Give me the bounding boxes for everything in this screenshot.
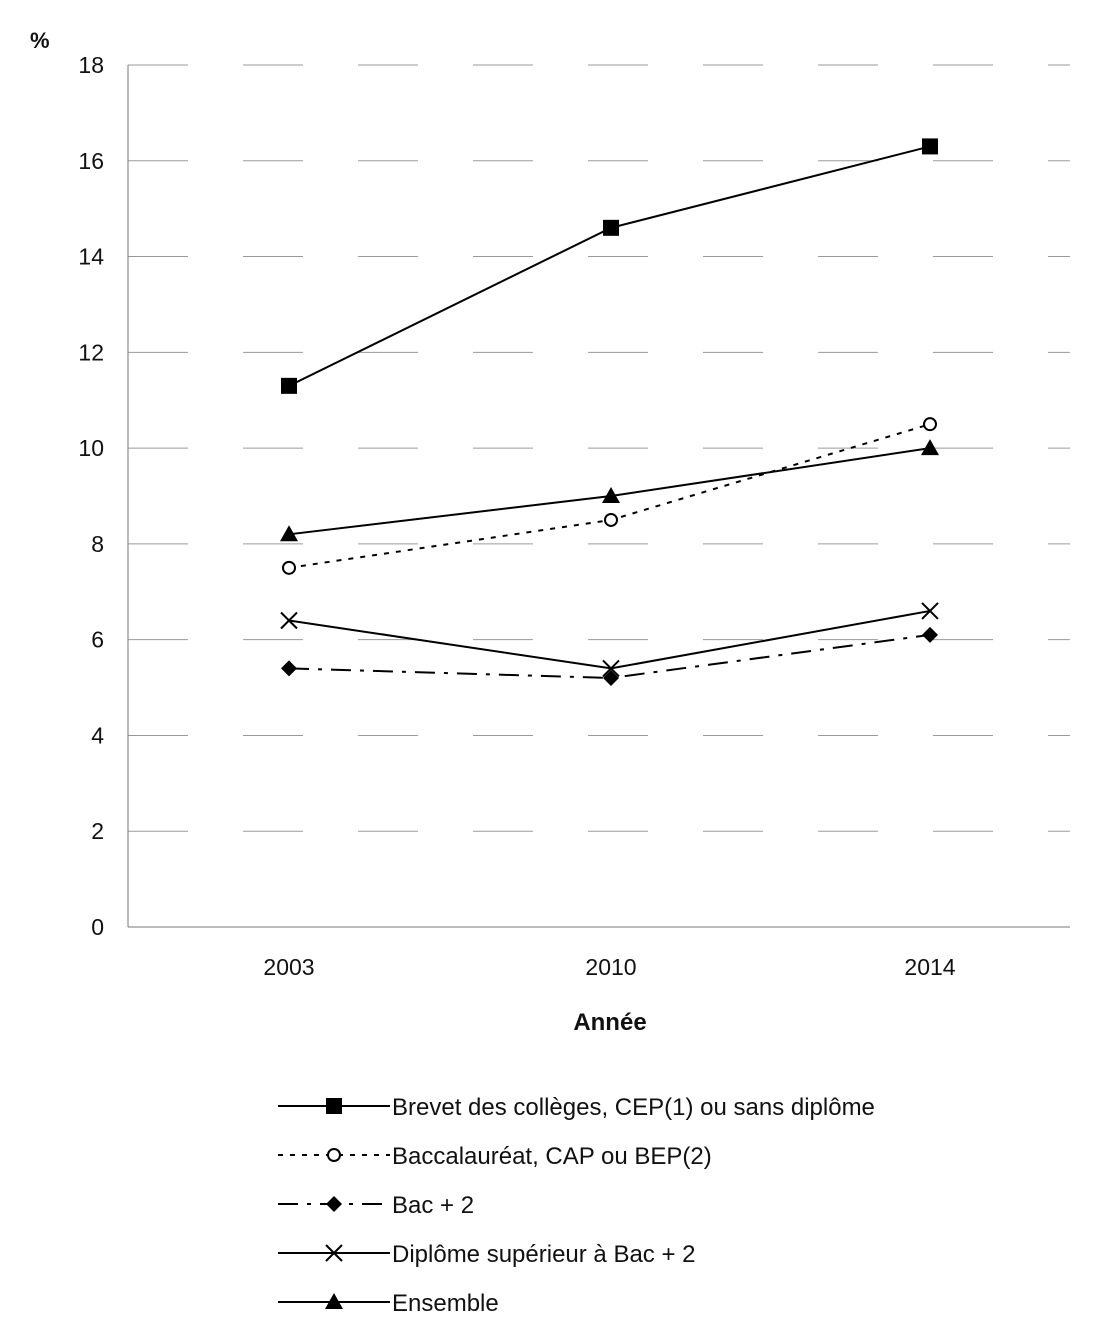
legend-swatch-marker — [327, 1148, 341, 1162]
legend-label: Brevet des collèges, CEP(1) ou sans dipl… — [392, 1094, 875, 1121]
data-point — [281, 660, 297, 677]
data-point — [921, 602, 939, 620]
series-line — [288, 145, 931, 387]
series-3 — [280, 602, 939, 678]
data-point — [281, 377, 297, 394]
legend: Brevet des collèges, CEP(1) ou sans dipl… — [278, 1094, 875, 1317]
legend-label: Bac + 2 — [392, 1192, 474, 1219]
x-tick-label: 2003 — [263, 954, 314, 980]
y-tick-label: 18 — [78, 52, 104, 78]
legend-item: Baccalauréat, CAP ou BEP(2) — [278, 1143, 712, 1170]
series-0 — [281, 138, 938, 394]
gridlines — [128, 64, 1070, 832]
data-point — [604, 512, 618, 527]
legend-label: Baccalauréat, CAP ou BEP(2) — [392, 1143, 712, 1170]
legend-item: Bac + 2 — [278, 1192, 474, 1219]
legend-swatch-marker — [325, 1293, 343, 1309]
data-point — [923, 417, 937, 432]
legend-item: Diplôme supérieur à Bac + 2 — [278, 1241, 696, 1268]
data-point — [602, 659, 620, 678]
legend-swatch-marker — [326, 1098, 342, 1114]
data-point — [280, 525, 298, 542]
y-tick-label: 8 — [91, 531, 104, 557]
series-group — [280, 138, 939, 686]
data-point — [922, 626, 938, 643]
legend-swatch-marker — [326, 1196, 342, 1212]
legend-swatch-marker — [325, 1244, 343, 1262]
y-tick-labels: 0 2 4 6 8 10 12 14 16 18 — [78, 52, 104, 940]
legend-label: Ensemble — [392, 1290, 499, 1317]
y-tick-label: 6 — [91, 627, 104, 653]
legend-item: Ensemble — [278, 1290, 499, 1317]
data-point — [921, 439, 939, 456]
y-tick-label: 2 — [91, 818, 104, 844]
y-tick-label: 10 — [78, 435, 104, 461]
y-tick-label: 0 — [91, 914, 104, 940]
data-point — [282, 560, 296, 575]
series-2 — [281, 626, 938, 686]
data-point — [602, 487, 620, 503]
y-axis-label: % — [30, 28, 50, 53]
data-point — [280, 611, 298, 630]
legend-item: Brevet des collèges, CEP(1) ou sans dipl… — [278, 1094, 875, 1121]
y-tick-label: 14 — [78, 244, 104, 270]
x-tick-labels: 2003 2010 2014 — [263, 954, 955, 980]
x-axis-label: Année — [573, 1009, 646, 1036]
data-point — [603, 219, 619, 236]
x-tick-label: 2010 — [585, 954, 636, 980]
y-tick-label: 4 — [91, 722, 104, 748]
y-tick-label: 12 — [78, 339, 104, 365]
data-point — [603, 669, 619, 686]
series-line — [288, 633, 931, 679]
axes — [127, 65, 1070, 928]
series-4 — [280, 439, 939, 542]
legend-label: Diplôme supérieur à Bac + 2 — [392, 1241, 696, 1268]
x-tick-label: 2014 — [904, 954, 955, 980]
y-tick-label: 16 — [78, 148, 104, 174]
data-point — [922, 138, 938, 155]
series-1 — [282, 417, 937, 575]
